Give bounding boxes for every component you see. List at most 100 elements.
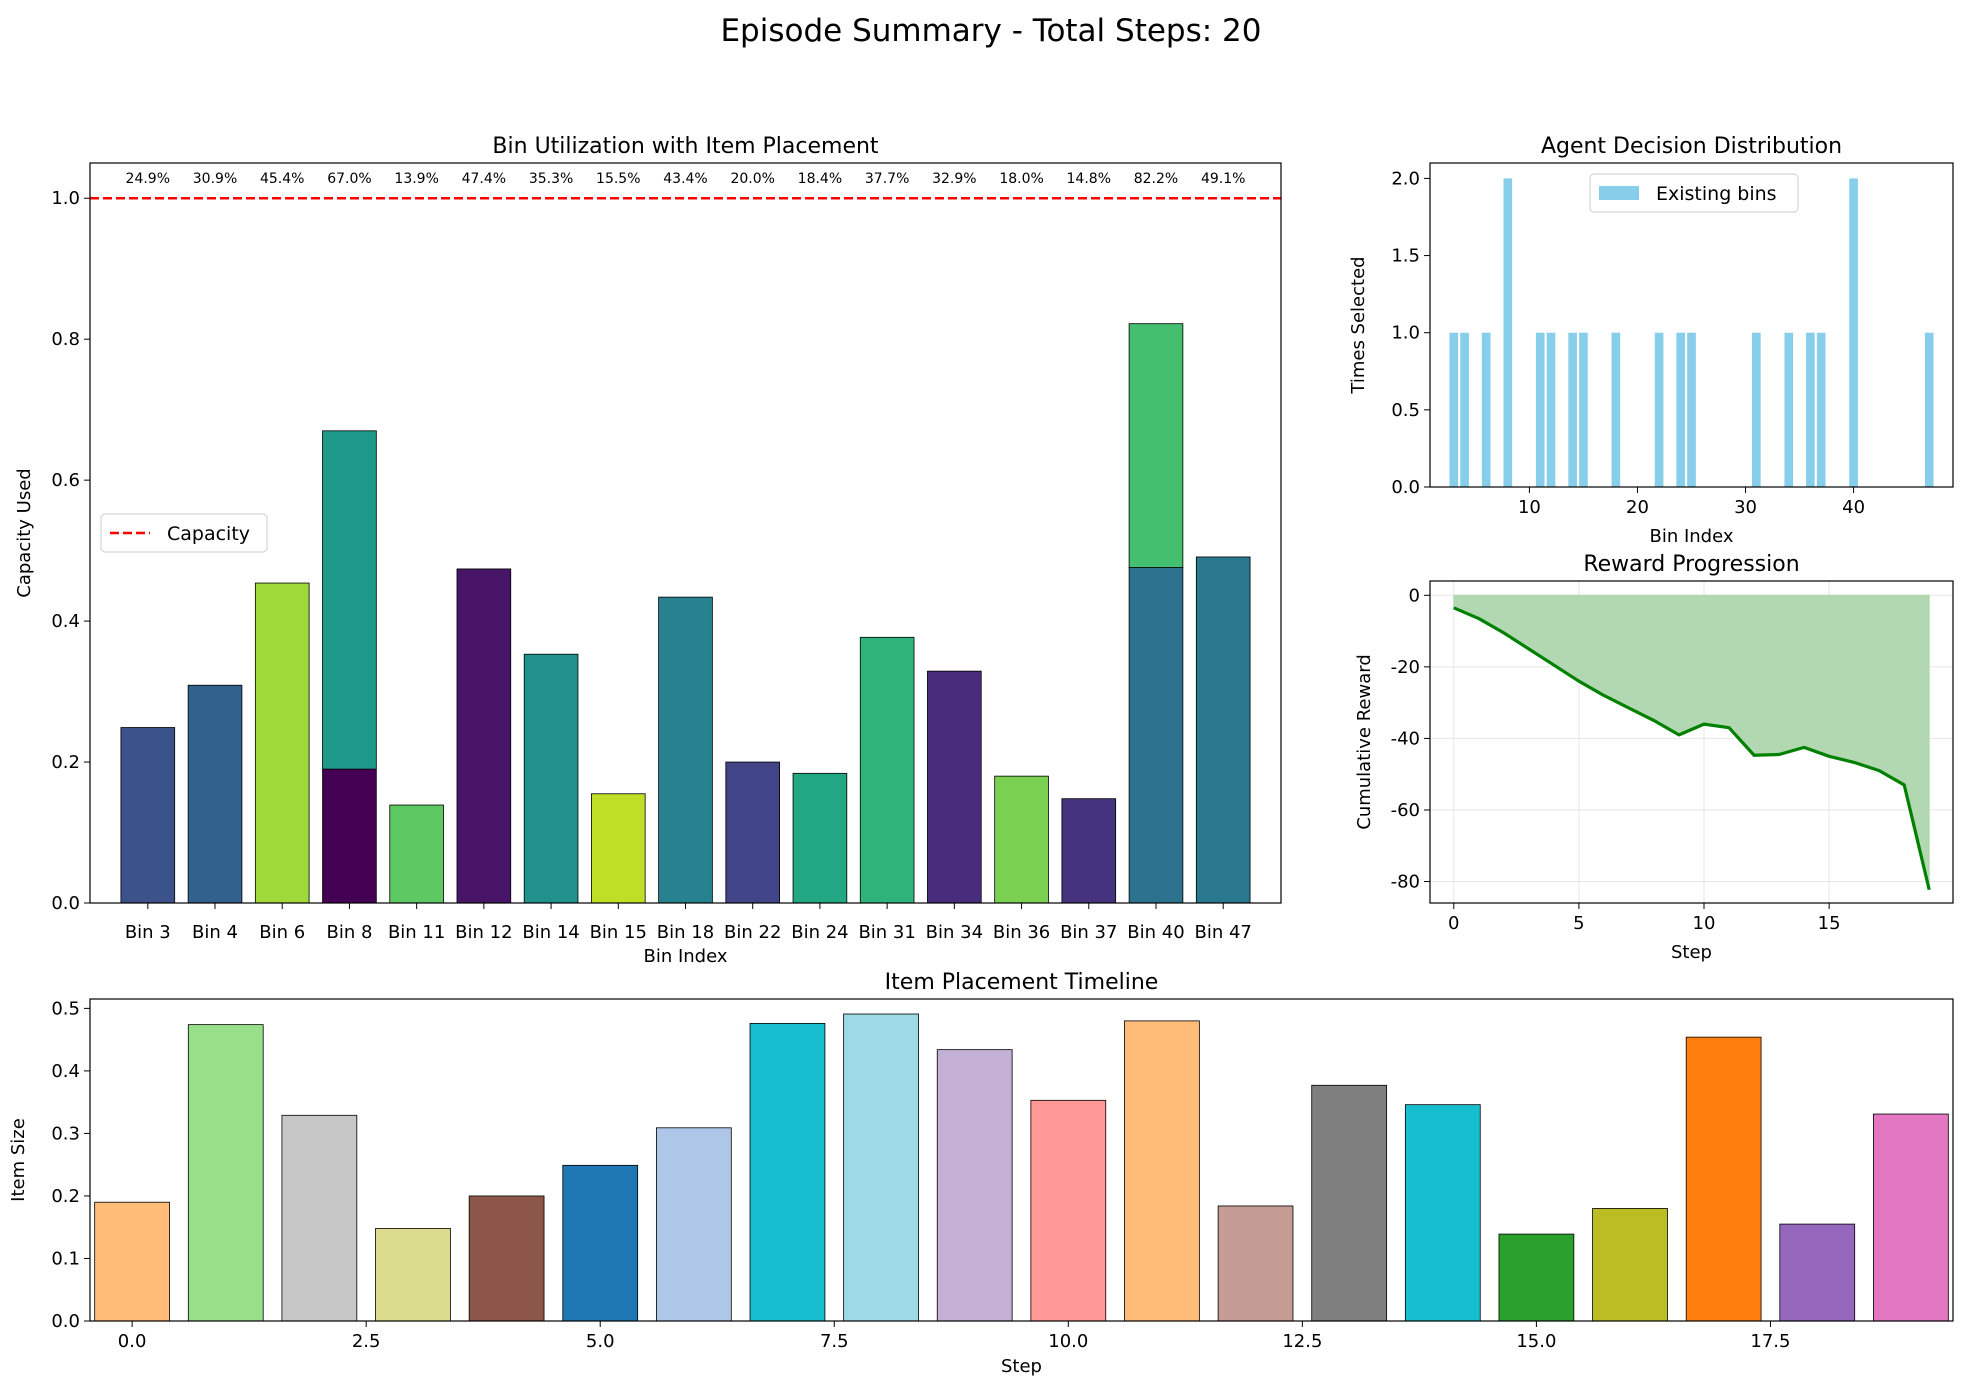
bar-segment — [120, 727, 176, 904]
x-tick-label: 7.5 — [820, 1331, 849, 1352]
y-tick-label: 0.1 — [51, 1248, 80, 1269]
bar-segment — [1061, 798, 1117, 904]
y-tick-label: 0.0 — [51, 1311, 80, 1332]
percent-label: 30.9% — [193, 171, 237, 187]
x-tick-label: Bin 22 — [724, 922, 781, 943]
y-tick-label: -20 — [1391, 657, 1420, 678]
bar — [1849, 178, 1858, 487]
y-tick-label: 0.8 — [51, 329, 80, 350]
bar-segment — [658, 596, 713, 904]
y-tick-label: 0.4 — [51, 1061, 80, 1082]
chart-title: Agent Decision Distribution — [1541, 134, 1842, 159]
x-tick-label: Bin 14 — [522, 922, 579, 943]
percent-label: 24.9% — [126, 171, 170, 187]
percent-label: 13.9% — [394, 171, 438, 187]
bar — [562, 1164, 639, 1322]
x-tick-label: Bin 6 — [259, 922, 305, 943]
y-tick-label: 0.0 — [1391, 477, 1420, 498]
percent-label: 45.4% — [260, 171, 304, 187]
bar — [1030, 1099, 1107, 1322]
x-tick-label: Bin 4 — [192, 922, 238, 943]
bar — [1816, 332, 1826, 487]
x-axis-label: Step — [1001, 1356, 1042, 1377]
y-tick-label: -40 — [1391, 728, 1420, 749]
bar-segment — [1128, 323, 1184, 568]
legend-box — [1589, 173, 1799, 213]
bar-segment — [456, 568, 512, 904]
axes-frame — [89, 998, 1954, 1322]
x-tick-label: Bin 12 — [455, 922, 512, 943]
x-axis-label: Bin Index — [1649, 526, 1733, 547]
bar — [468, 1195, 545, 1322]
legend-box — [100, 513, 268, 553]
y-axis-label: Capacity Used — [14, 468, 35, 597]
percent-label: 32.9% — [932, 171, 976, 187]
legend: Capacity — [100, 513, 268, 553]
bar — [1568, 332, 1577, 487]
bar — [187, 1024, 264, 1322]
percent-label: 47.4% — [462, 171, 506, 187]
bar — [1687, 332, 1696, 487]
bar-segment — [994, 775, 1049, 904]
x-tick-label: 17.5 — [1750, 1331, 1790, 1352]
percent-label: 37.7% — [865, 171, 909, 187]
x-tick-label: Bin 11 — [388, 922, 445, 943]
percent-label: 18.4% — [798, 171, 842, 187]
y-tick-label: 1.5 — [1391, 246, 1420, 267]
bar — [1498, 1233, 1575, 1322]
reward-line — [1453, 606, 1931, 891]
bar-segment — [792, 772, 848, 904]
bar-segment — [859, 636, 915, 904]
percent-label: 15.5% — [596, 171, 640, 187]
y-axis-label: Item Size — [8, 1118, 29, 1202]
chart-title: Reward Progression — [1583, 552, 1799, 577]
x-tick-label: 40 — [1842, 497, 1865, 518]
bar — [655, 1127, 732, 1322]
bar — [1592, 1208, 1668, 1322]
bar-segment — [523, 653, 579, 904]
x-tick-label: 12.5 — [1282, 1331, 1322, 1352]
bar — [1924, 332, 1934, 487]
bar-segment — [254, 582, 310, 904]
x-tick-label: 15.0 — [1516, 1331, 1556, 1352]
y-tick-label: 0 — [1409, 585, 1420, 606]
y-tick-label: 0.2 — [51, 1186, 80, 1207]
bar — [94, 1201, 170, 1322]
percent-label: 18.0% — [999, 171, 1043, 187]
placement-timeline-chart: 0.0 0.1 0.2 0.3 0.4 0.5 0.0 2.5 5.0 7.5 10.0 12.5 15… — [8, 970, 1954, 1377]
x-tick-label: Bin 8 — [326, 922, 372, 943]
bar — [749, 1022, 826, 1322]
bar-segment — [389, 804, 444, 904]
bar — [1124, 1020, 1200, 1322]
x-tick-label: Bin 15 — [590, 922, 647, 943]
y-tick-label: 0.3 — [51, 1123, 80, 1144]
bar — [1481, 332, 1491, 487]
x-tick-label: 2.5 — [352, 1331, 381, 1352]
bar — [1779, 1223, 1856, 1322]
percent-label: 43.4% — [663, 171, 707, 187]
bar — [843, 1013, 919, 1322]
x-tick-label: Bin 18 — [657, 922, 714, 943]
x-tick-label: Bin 3 — [125, 922, 171, 943]
y-tick-label: 0.5 — [51, 998, 80, 1019]
reward-area — [1453, 594, 1930, 890]
x-tick-label: 15 — [1818, 913, 1841, 934]
x-tick-label: Bin 36 — [993, 922, 1050, 943]
x-axis-label: Bin Index — [643, 946, 727, 967]
bar — [1535, 332, 1545, 487]
bar — [1654, 332, 1664, 487]
y-tick-label: -80 — [1391, 872, 1420, 893]
bar — [1784, 332, 1794, 487]
reward-progression-chart: 0 -20 -40 -60 -80 0 5 10 15 Reward Progression Ste… — [1354, 552, 1954, 963]
legend-label: Capacity — [167, 523, 250, 545]
percent-label: 35.3% — [529, 171, 573, 187]
bar-segment — [187, 684, 243, 904]
bar — [1217, 1205, 1294, 1322]
x-tick-label: 10 — [1693, 913, 1716, 934]
bar — [1806, 332, 1815, 487]
figure-title: Episode Summary - Total Steps: 20 — [720, 13, 1261, 49]
bar — [1404, 1104, 1481, 1322]
bar — [1611, 332, 1621, 487]
chart-title: Bin Utilization with Item Placement — [492, 134, 879, 159]
axes-frame — [1429, 162, 1954, 488]
